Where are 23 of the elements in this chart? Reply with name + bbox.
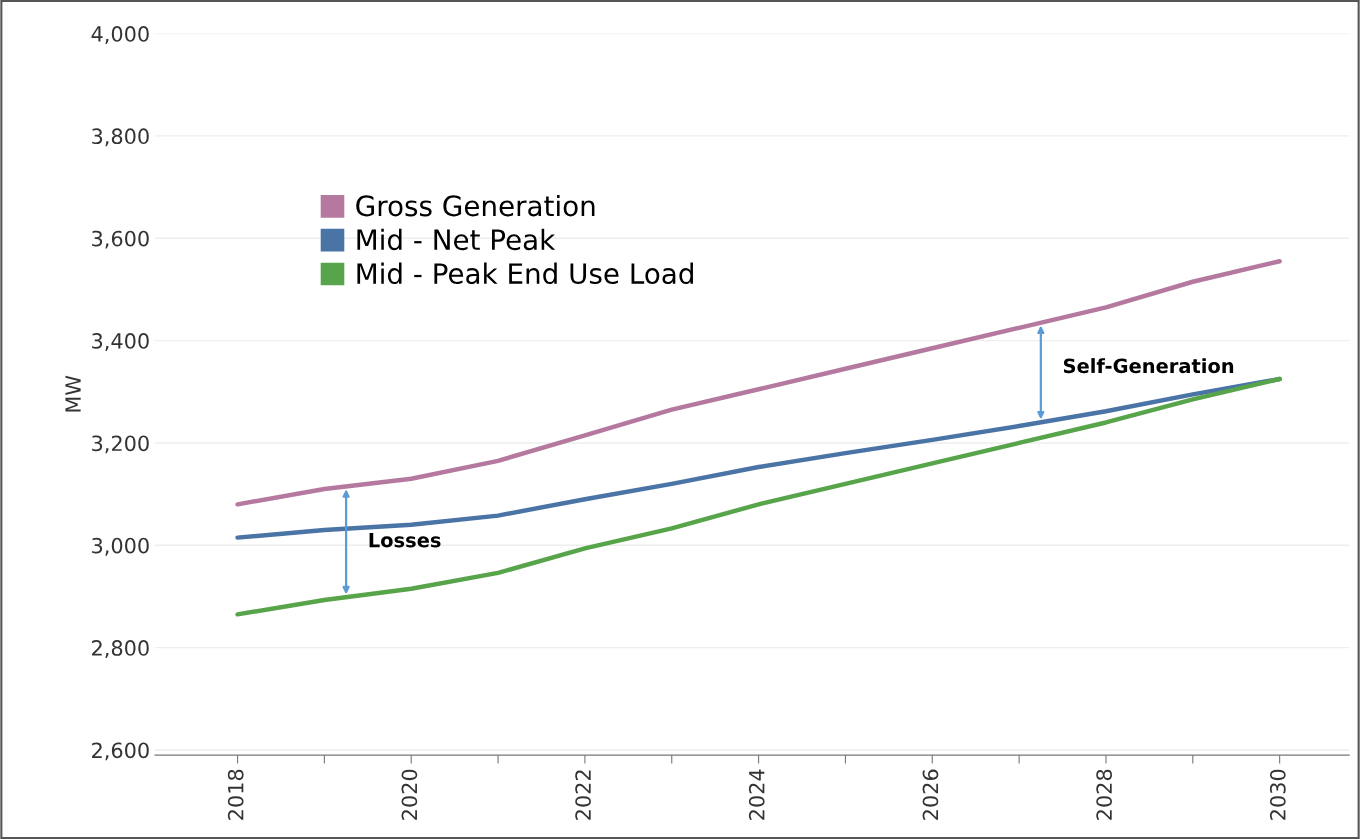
legend-label: Mid - Net Peak	[357, 228, 556, 251]
x-tick-label: 2026	[922, 769, 939, 820]
legend-label: Mid - Peak End Use Load	[357, 262, 693, 285]
y-tick-label: 3,600	[92, 230, 149, 249]
y-tick-label: 3,400	[92, 333, 149, 351]
x-tick-label: 2022	[575, 770, 591, 820]
y-tick-label: 3,000	[92, 537, 149, 556]
y-tick-label: 2,800	[92, 640, 149, 658]
annotation: Losses	[369, 533, 441, 548]
legend-label: Gross Generation	[356, 194, 595, 217]
x-tick-label: 2024	[748, 769, 765, 820]
y-tick-label: 2,600	[92, 742, 149, 761]
y-axis-title: MW	[65, 375, 81, 412]
x-tick-label: 2028	[1096, 769, 1113, 820]
annotation: Self-Generation	[1063, 358, 1234, 374]
y-tick-label: 3,800	[92, 128, 149, 147]
x-tick-label: 2020	[401, 769, 418, 820]
y-tick-label: 4,000	[91, 26, 149, 44]
x-tick-label: 2030	[1269, 769, 1286, 820]
x-tick-label: 2018	[227, 769, 244, 820]
line-series	[235, 259, 1282, 507]
y-tick-label: 3,200	[92, 435, 149, 454]
line-series	[235, 376, 1282, 617]
